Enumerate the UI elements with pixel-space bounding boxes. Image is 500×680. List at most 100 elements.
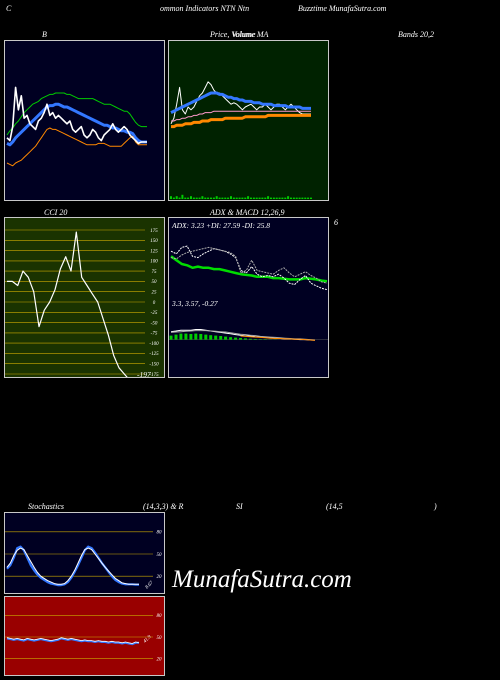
title-stoch-close: ) bbox=[434, 502, 437, 511]
title-adx-macd: ADX & MACD 12,26,9 bbox=[210, 208, 285, 217]
macd-histogram-bar bbox=[234, 337, 238, 340]
volume-bar bbox=[284, 197, 287, 199]
title-stoch-mid: (14,3,3) & R bbox=[143, 502, 184, 511]
cci-tick-label: 125 bbox=[150, 249, 158, 254]
volume-bar bbox=[241, 197, 244, 199]
volume-bar bbox=[235, 197, 238, 199]
stoch-tick-label: 80 bbox=[157, 531, 163, 536]
macd-histogram-bar bbox=[244, 338, 247, 340]
cci-tick-label: 25 bbox=[152, 291, 158, 296]
title-stoch-si: SI bbox=[236, 502, 243, 511]
macd-label: 3.3, 3.57, -0.27 bbox=[171, 299, 218, 308]
cci-tick-label: -25 bbox=[151, 311, 158, 316]
volume-bar bbox=[230, 196, 232, 199]
volume-bar bbox=[290, 197, 292, 199]
cci-tick-label: -175 bbox=[149, 373, 159, 378]
cci-tick-label: -125 bbox=[149, 352, 159, 357]
volume-bar bbox=[192, 197, 195, 199]
cci-panel: 175 150 125 100 75 50 25 0 -25 -50 -75 -100 -125 -150… bbox=[4, 217, 165, 378]
volume-bar bbox=[278, 197, 281, 199]
price-ma-pink-line bbox=[171, 110, 311, 122]
macd-histogram-bar bbox=[229, 337, 233, 340]
volume-bar bbox=[212, 197, 215, 199]
volume-bar bbox=[218, 197, 221, 199]
volume-bar bbox=[252, 197, 255, 199]
header-right: Buzztime MunafaSutra.com bbox=[298, 4, 387, 13]
volume-bar bbox=[201, 196, 204, 199]
volume-bar bbox=[172, 197, 175, 199]
volume-bar bbox=[247, 196, 250, 199]
macd-histogram-bar bbox=[189, 334, 193, 340]
header-c: C bbox=[6, 4, 12, 13]
adx-macd-panel: ADX: 3.23 +DI: 27.59 -DI: 25.8 3.3, 3.57,… bbox=[168, 217, 329, 378]
macd-histogram-bar bbox=[194, 333, 198, 340]
cci-tick-label: -150 bbox=[149, 363, 159, 368]
price-ma-orange-line bbox=[171, 113, 311, 129]
title-price-volume-overlap: Volume bbox=[232, 30, 256, 39]
volume-bar bbox=[244, 197, 247, 199]
macd-histogram-bar bbox=[179, 333, 183, 340]
volume-bar bbox=[190, 196, 192, 199]
volume-bar bbox=[181, 194, 184, 199]
macd-orange-signal-line bbox=[240, 335, 316, 341]
rsi-rsi-line bbox=[6, 637, 139, 646]
volume-bar bbox=[207, 197, 210, 199]
volume-bar bbox=[258, 197, 261, 199]
cci-tick-label: 0 bbox=[153, 301, 156, 306]
volume-bar bbox=[184, 197, 187, 199]
bollinger-chart bbox=[6, 86, 147, 167]
title-bands: Bands 20,2 bbox=[398, 30, 434, 39]
stoch-k-line bbox=[6, 545, 139, 587]
rsi-chart: 80 50 20 41.9 bbox=[5, 614, 163, 662]
cci-tick-label: 150 bbox=[150, 239, 158, 244]
volume-bar bbox=[250, 197, 252, 199]
volume-bar bbox=[270, 197, 272, 199]
macd-histogram-bar bbox=[224, 336, 228, 340]
cci-last-label: -197 bbox=[137, 370, 151, 378]
volume-bar bbox=[255, 197, 258, 199]
volume-bar bbox=[281, 197, 284, 199]
stochastics-chart: 80 50 208.67 bbox=[5, 531, 163, 590]
cci-tick-label: -50 bbox=[151, 321, 158, 326]
volume-bar bbox=[178, 197, 181, 199]
rsi-tick-label: 50 bbox=[157, 636, 163, 641]
macd-histogram-bar bbox=[214, 335, 218, 340]
macd-histogram-bar bbox=[209, 335, 213, 340]
volume-bar bbox=[304, 197, 307, 199]
volume-bar bbox=[170, 196, 172, 199]
macd-histogram-bar bbox=[199, 334, 203, 340]
stoch-tick-label: 20 bbox=[157, 575, 163, 580]
price-volume-panel bbox=[168, 40, 329, 201]
volume-bar bbox=[238, 197, 241, 199]
watermark: MunafaSutra.com bbox=[172, 566, 352, 593]
bollinger-lower-line bbox=[6, 127, 147, 167]
cci-line bbox=[7, 231, 128, 377]
stoch-last-label: 8.67 bbox=[145, 580, 155, 590]
rsi-last-label: 41.9 bbox=[143, 634, 153, 644]
volume-bar bbox=[275, 197, 278, 199]
volume-bar bbox=[187, 197, 190, 199]
title-price-volume: Price, Volume MA bbox=[210, 30, 269, 39]
volume-bar bbox=[310, 197, 312, 199]
cci-tick-label: 75 bbox=[152, 270, 158, 275]
volume-bar bbox=[295, 197, 298, 199]
header-left: ommon Indicators NTN Ntn bbox=[160, 4, 250, 13]
adx-minus-di-line bbox=[170, 246, 328, 284]
adx-plus-di-line bbox=[170, 245, 328, 291]
volume-bar bbox=[215, 196, 218, 199]
cci-tick-label: 175 bbox=[150, 229, 158, 234]
volume-bar bbox=[175, 196, 178, 199]
macd-histogram-bar bbox=[219, 336, 223, 340]
bollinger-panel bbox=[4, 40, 165, 201]
volume-bar bbox=[195, 197, 198, 199]
volume-bar bbox=[287, 196, 290, 199]
volume-bar bbox=[227, 197, 230, 199]
title-cci: CCI 20 bbox=[44, 208, 68, 217]
adx-adx-line bbox=[170, 255, 328, 283]
cci-tick-label: -100 bbox=[149, 342, 159, 347]
rsi-tick-label: 20 bbox=[157, 657, 163, 662]
volume-bar bbox=[210, 197, 212, 199]
macd-histogram-bar bbox=[239, 338, 242, 340]
volume-bar bbox=[307, 197, 310, 199]
stochastics-panel: 80 50 20 8.67 bbox=[4, 512, 165, 594]
